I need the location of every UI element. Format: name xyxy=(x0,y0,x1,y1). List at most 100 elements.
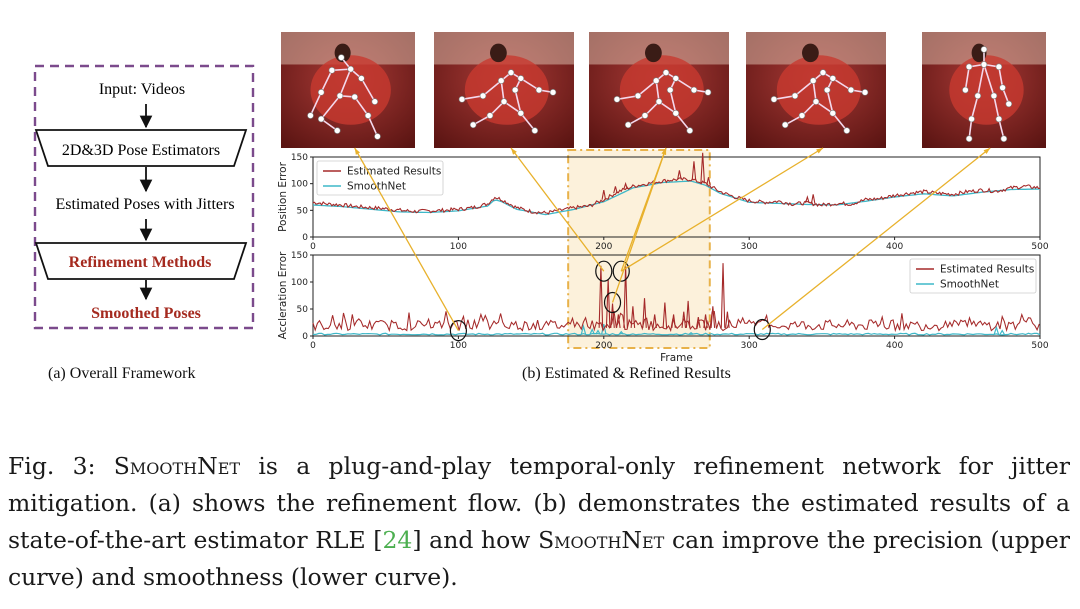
skeleton-joint xyxy=(980,46,988,53)
skeleton-bone xyxy=(482,80,502,97)
skeleton-joint xyxy=(347,65,354,73)
person-silhouette xyxy=(464,55,549,125)
skeleton-joint xyxy=(486,112,494,119)
smoothnet-spike xyxy=(601,323,607,335)
skeleton-bone xyxy=(983,64,995,97)
skeleton-bone xyxy=(320,118,338,132)
sublabel-a: (a) Overall Framework xyxy=(48,365,196,382)
skeleton-joint xyxy=(861,89,869,96)
jitter-spike xyxy=(623,181,628,190)
x-tick-label: 400 xyxy=(886,341,903,351)
frame-marker xyxy=(612,260,630,282)
y-tick-label: 150 xyxy=(291,153,308,163)
skeleton-joint xyxy=(328,66,336,74)
skeleton-bone xyxy=(503,100,522,114)
skeleton-joint xyxy=(613,95,621,103)
jitter-spike xyxy=(696,317,701,328)
skeleton-joint xyxy=(479,92,487,100)
skeleton-bone xyxy=(354,96,369,116)
pose-thumbnails xyxy=(281,32,1046,148)
skeleton-joint xyxy=(843,127,851,134)
highlight-band xyxy=(568,150,710,348)
skeleton-joint xyxy=(672,75,680,82)
skeleton-bone xyxy=(520,112,536,132)
smoothnet-spike xyxy=(999,329,1005,335)
skeleton-bone xyxy=(616,95,639,101)
y-tick-label: 50 xyxy=(297,305,309,315)
x-tick-label: 400 xyxy=(886,242,903,252)
skeleton-joint xyxy=(847,86,855,94)
jitter-spike xyxy=(703,314,708,328)
connector-arrowhead xyxy=(354,148,361,155)
pose-thumbnail-2 xyxy=(434,32,574,148)
jitter-spike xyxy=(598,265,604,328)
skeleton-joint xyxy=(374,133,381,140)
x-tick-label: 100 xyxy=(450,242,467,252)
skeleton-joint xyxy=(690,86,698,94)
skeleton-bone xyxy=(970,95,979,120)
caption-text-1: is a plug-and-play temporal-only refinem… xyxy=(8,452,1070,554)
skeleton-bone xyxy=(320,95,341,120)
x-tick-label: 0 xyxy=(310,341,316,351)
caption-prefix: Fig. 3: xyxy=(8,452,114,480)
smoothnet-spike xyxy=(589,328,595,335)
citation-link[interactable]: 24 xyxy=(382,526,413,554)
skeleton-joint xyxy=(662,69,670,76)
smoothnet-spike xyxy=(580,323,587,335)
skeleton-bone xyxy=(514,89,522,114)
framework-diagram: Input: Videos 2D&3D Pose Estimators Esti… xyxy=(33,64,255,330)
skeleton-joint xyxy=(812,98,820,105)
pose-thumbnail-1 xyxy=(281,32,415,148)
skeleton-joint xyxy=(819,69,827,76)
skeleton-joint xyxy=(798,112,806,119)
jitter-spike xyxy=(700,152,705,183)
y-tick-label: 0 xyxy=(302,233,308,243)
jitter-spike xyxy=(652,314,657,328)
thumbnail-connectors xyxy=(354,147,991,342)
connector-arrowhead xyxy=(661,148,667,155)
skeleton-bone xyxy=(669,89,677,114)
skeleton-joint xyxy=(351,93,359,101)
x-tick-label: 0 xyxy=(310,242,316,252)
x-tick-label: 300 xyxy=(741,341,758,351)
connector-line xyxy=(761,147,991,331)
connector-line xyxy=(620,147,824,272)
pose-thumbnail-5 xyxy=(922,32,1046,148)
caption-text-3: can improve the precision (upper curve) … xyxy=(8,526,1070,591)
y-tick-label: 100 xyxy=(291,180,308,190)
highlight-border xyxy=(567,149,711,349)
jitter-spike xyxy=(662,302,668,328)
refinement-box xyxy=(34,242,248,280)
estimated-label: Estimated Poses with Jitters xyxy=(55,196,234,213)
jitter-spike xyxy=(671,314,676,328)
x-tick-label: 100 xyxy=(450,341,467,351)
estimator-box xyxy=(34,129,248,167)
connector-line xyxy=(510,147,605,272)
smoothnet-spike xyxy=(688,332,694,335)
skeleton-bone xyxy=(339,68,352,97)
skeleton-joint xyxy=(829,109,837,117)
skeleton-bone xyxy=(964,66,970,91)
person-head xyxy=(802,43,819,63)
frame-marker xyxy=(603,291,622,314)
skeleton-joint xyxy=(999,84,1006,91)
y-tick-label: 100 xyxy=(291,278,308,288)
skeleton-joint xyxy=(507,69,515,76)
skeleton-bone xyxy=(637,80,657,97)
skeleton-joint xyxy=(791,92,799,100)
x-tick-label: 500 xyxy=(1031,242,1048,252)
skeleton-joint xyxy=(641,112,649,119)
skeleton-joint xyxy=(974,92,982,100)
skeleton-joint xyxy=(531,127,539,134)
skeleton-bone xyxy=(675,77,695,91)
jitter-spike xyxy=(720,263,726,328)
skeleton-joint xyxy=(634,92,642,100)
skeleton-bone xyxy=(826,89,834,114)
skeleton-joint xyxy=(980,61,988,68)
y-tick-label: 150 xyxy=(291,251,308,261)
skeleton-bone xyxy=(773,95,796,101)
skeleton-joint xyxy=(809,77,817,85)
input-label: Input: Videos xyxy=(99,81,185,98)
